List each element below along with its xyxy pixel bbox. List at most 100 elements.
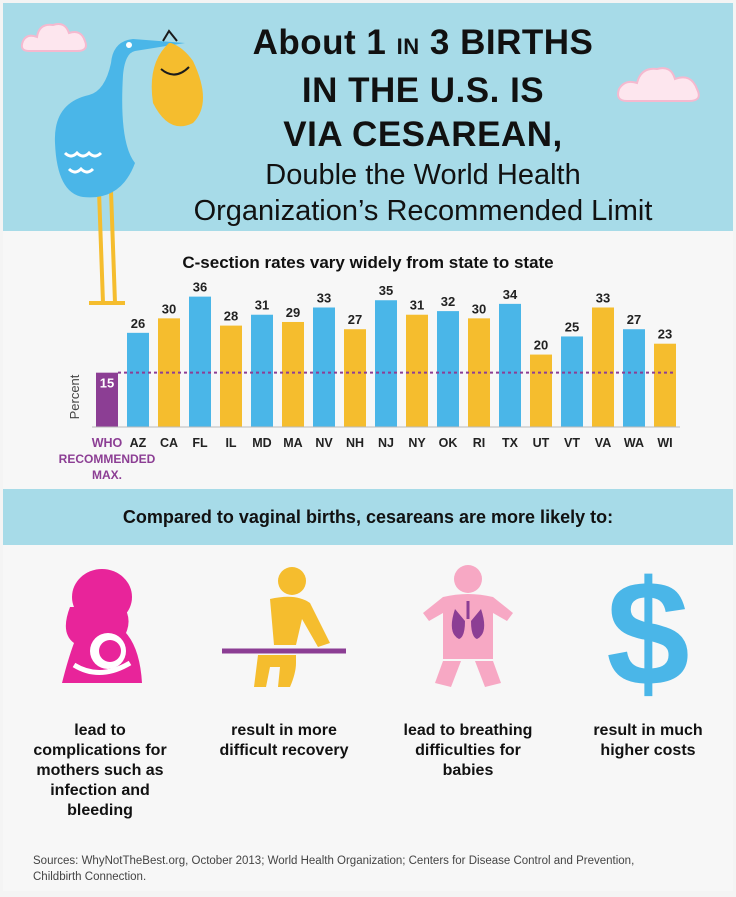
dollar-sign-icon: $	[606, 563, 689, 703]
x-tick-label: MD	[252, 436, 271, 450]
x-tick-label: NV	[315, 436, 333, 450]
recovery-person-icon	[222, 567, 346, 687]
who-label-line: MAX.	[92, 468, 122, 482]
bar-md	[251, 314, 273, 427]
bar-chart: Percent 15 WHO 26 AZ 30 CA 36 FL 28 IL 31 MD 29 MA 33 NV…	[59, 280, 680, 482]
header-banner: About 1 IN 3 BIRTHS IN THE U.S. IS VIA C…	[3, 3, 733, 305]
label-line: higher costs	[600, 742, 696, 759]
label-line: babies	[442, 762, 494, 779]
bar-wi	[654, 343, 676, 427]
mother-baby-icon	[62, 569, 142, 683]
x-tick-label: IL	[225, 436, 236, 450]
label-line: complications for	[33, 742, 167, 759]
data-label: 15	[100, 376, 114, 391]
effect-label-recovery: result in more difficult recovery	[199, 721, 369, 761]
cloud-icon	[20, 23, 87, 52]
data-label: 30	[472, 301, 486, 316]
bar-ok	[437, 311, 459, 427]
effect-recovery: result in more difficult recovery	[199, 563, 369, 759]
bar-fl	[189, 296, 211, 427]
x-tick-label: NJ	[378, 436, 394, 450]
bar-nh	[344, 329, 366, 427]
title-line2: IN THE U.S. IS	[301, 71, 545, 110]
data-label: 29	[286, 305, 300, 320]
label-line: lead to	[74, 722, 126, 739]
x-tick-label: TX	[502, 436, 519, 450]
bar-ma	[282, 321, 304, 427]
data-label: 33	[596, 290, 610, 305]
svg-text:$: $	[606, 563, 689, 703]
subtitle-line1: Double the World Health	[265, 159, 581, 191]
x-tick-label: CA	[160, 436, 178, 450]
chart-title: C-section rates vary widely from state t…	[182, 253, 554, 272]
subtitle-line2: Organization’s Recommended Limit	[193, 195, 653, 227]
data-label: 23	[658, 327, 672, 342]
label-line: difficulties for	[415, 742, 521, 759]
page-title: About 1 IN 3 BIRTHS IN THE U.S. IS VIA C…	[153, 21, 693, 229]
effect-label-costs: result in much higher costs	[563, 721, 733, 761]
title-in: IN	[396, 34, 420, 59]
bar-nv	[313, 307, 335, 427]
bar-il	[220, 325, 242, 427]
title-about: About 1	[252, 23, 387, 62]
x-tick-label: UT	[533, 436, 550, 450]
data-label: 27	[348, 312, 362, 327]
x-tick-label: VT	[564, 436, 580, 450]
sources-line: Childbirth Connection.	[33, 871, 147, 883]
sources-note: Sources: WhyNotTheBest.org, October 2013…	[33, 853, 713, 885]
bar-tx	[499, 303, 521, 427]
title-births: 3 BIRTHS	[429, 23, 594, 62]
bar-ut	[530, 354, 552, 427]
effect-label-breathing: lead to breathing difficulties for babie…	[383, 721, 553, 781]
label-line: infection and	[50, 782, 150, 799]
bar-who	[96, 372, 118, 427]
bar-nj	[375, 300, 397, 427]
bar-ny	[406, 314, 428, 427]
effect-breathing: lead to breathing difficulties for babie…	[383, 563, 553, 779]
effect-label-complications: lead to complications for mothers such a…	[15, 721, 185, 821]
x-tick-label: RI	[473, 436, 486, 450]
label-line: result in much	[593, 722, 703, 739]
bar-vt	[561, 336, 583, 427]
label-line: mothers such as	[36, 762, 164, 779]
sources-line: Sources: WhyNotTheBest.org, October 2013…	[33, 855, 635, 867]
x-tick-label: WA	[624, 436, 644, 450]
data-label: 33	[317, 290, 331, 305]
stork-icon	[54, 29, 203, 305]
compare-band: Compared to vaginal births, cesareans ar…	[3, 489, 733, 545]
cloud-icon	[617, 67, 700, 102]
data-label: 36	[193, 280, 207, 295]
data-label: 20	[534, 338, 548, 353]
x-tick-label: FL	[192, 436, 208, 450]
data-label: 31	[255, 298, 269, 313]
x-tick-label: AZ	[130, 436, 147, 450]
infographic: About 1 IN 3 BIRTHS IN THE U.S. IS VIA C…	[3, 3, 733, 891]
data-label: 30	[162, 301, 176, 316]
data-label: 26	[131, 316, 145, 331]
title-line3: VIA CESAREAN,	[283, 115, 563, 154]
x-tick-label: MA	[283, 436, 302, 450]
label-line: result in more	[231, 722, 337, 739]
data-label: 27	[627, 312, 641, 327]
x-tick-label: NY	[408, 436, 426, 450]
y-axis-label: Percent	[67, 374, 82, 419]
x-tick-label: NH	[346, 436, 364, 450]
data-label: 32	[441, 294, 455, 309]
bar-az	[127, 332, 149, 427]
baby-lungs-icon	[423, 565, 513, 687]
label-line: difficult recovery	[219, 742, 349, 759]
compare-heading: Compared to vaginal births, cesareans ar…	[122, 507, 614, 527]
label-line: lead to breathing	[403, 722, 533, 739]
bar-va	[592, 307, 614, 427]
effect-costs: $ result in much higher costs	[563, 563, 733, 759]
who-label-line: RECOMMENDED	[59, 452, 156, 466]
data-label: 34	[503, 287, 518, 302]
effect-complications: lead to complications for mothers such a…	[15, 563, 185, 819]
bar-wa	[623, 329, 645, 427]
x-tick-label: OK	[439, 436, 458, 450]
x-tick-label: VA	[595, 436, 611, 450]
data-label: 25	[565, 319, 579, 334]
data-label: 35	[379, 283, 393, 298]
data-label: 28	[224, 309, 238, 324]
x-tick-label: WI	[657, 436, 672, 450]
